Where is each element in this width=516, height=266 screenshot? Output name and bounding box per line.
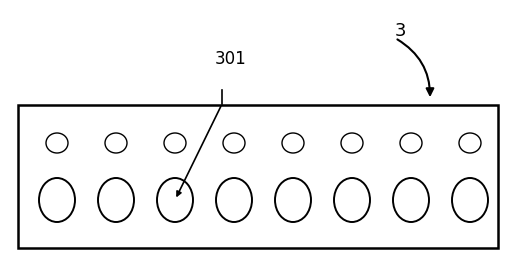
Text: 301: 301: [215, 50, 247, 68]
Ellipse shape: [157, 178, 193, 222]
Ellipse shape: [452, 178, 488, 222]
Ellipse shape: [334, 178, 370, 222]
Ellipse shape: [282, 133, 304, 153]
Ellipse shape: [216, 178, 252, 222]
Ellipse shape: [341, 133, 363, 153]
Ellipse shape: [39, 178, 75, 222]
Ellipse shape: [223, 133, 245, 153]
Ellipse shape: [164, 133, 186, 153]
Ellipse shape: [105, 133, 127, 153]
Ellipse shape: [46, 133, 68, 153]
Ellipse shape: [400, 133, 422, 153]
Ellipse shape: [459, 133, 481, 153]
Bar: [18, 105, 498, 248]
Ellipse shape: [98, 178, 134, 222]
Ellipse shape: [275, 178, 311, 222]
Ellipse shape: [393, 178, 429, 222]
Text: 3: 3: [394, 22, 406, 40]
